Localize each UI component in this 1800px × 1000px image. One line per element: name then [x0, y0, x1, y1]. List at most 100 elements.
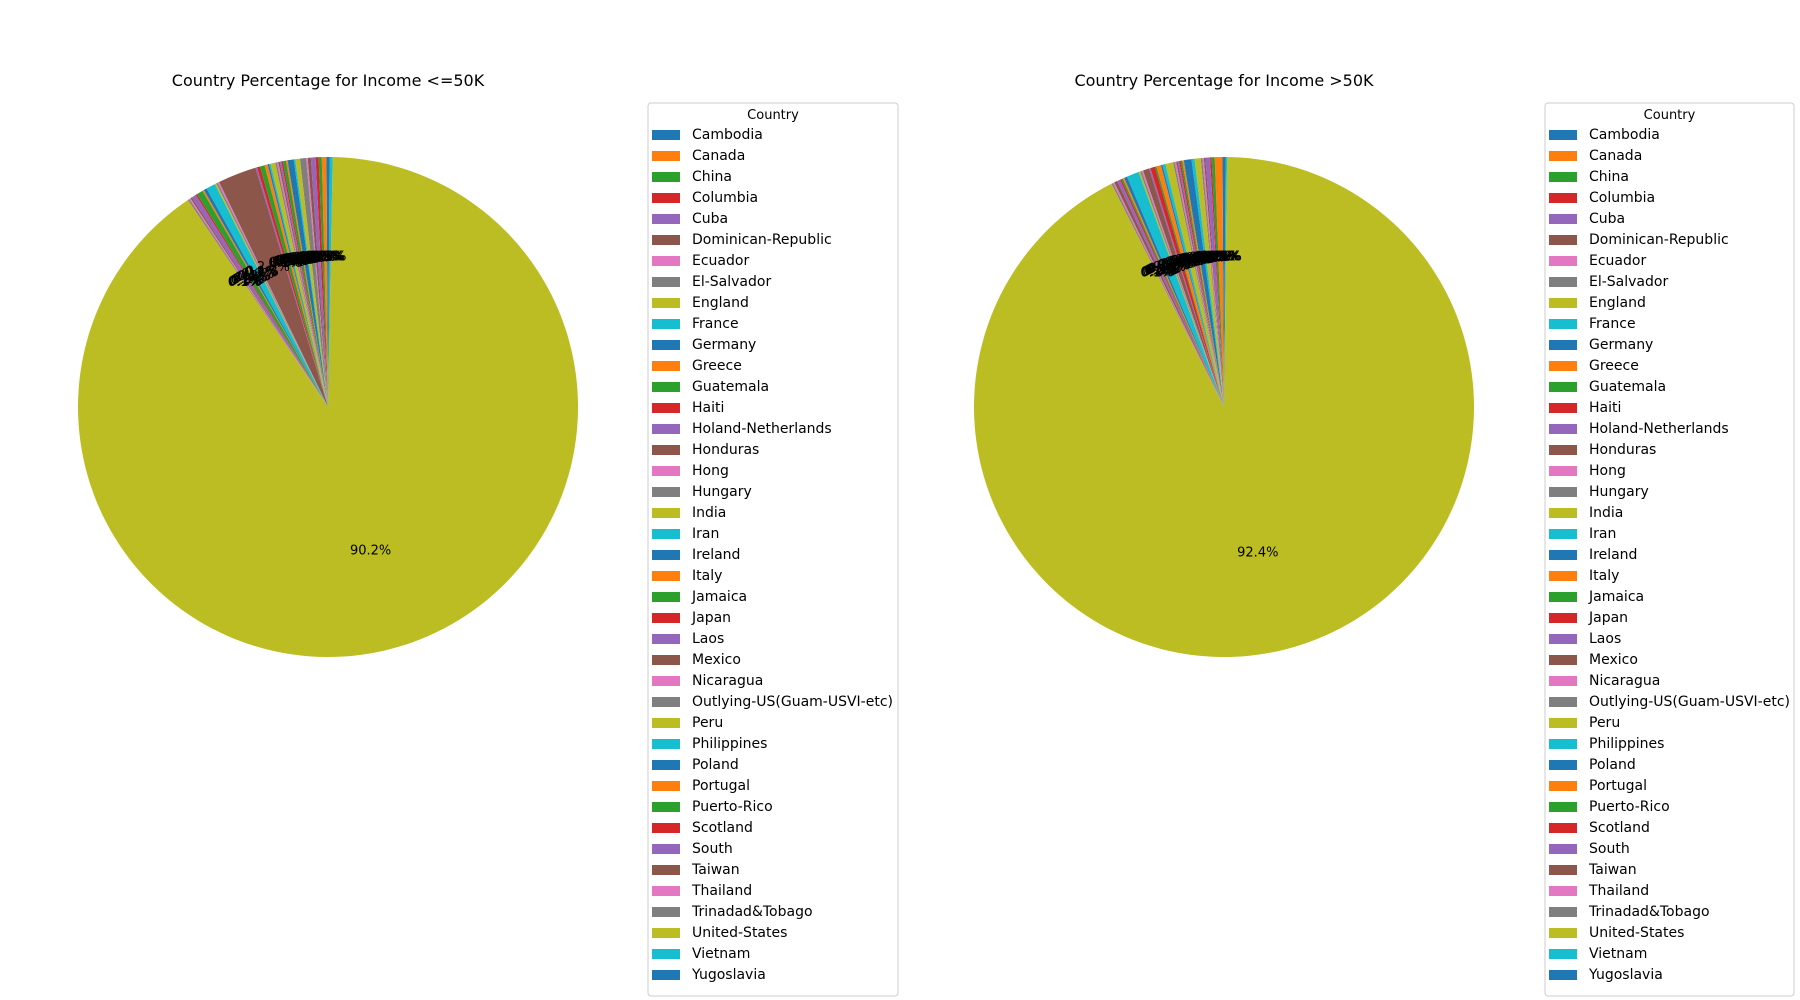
legend-label-ecuador: Ecuador: [1589, 253, 1646, 269]
legend-swatch-canada: [1549, 151, 1577, 161]
pie-slice-canada: [321, 157, 328, 407]
pie-slice-germany: [287, 159, 328, 407]
legend-swatch-cambodia: [652, 130, 680, 140]
legend-label-el-salvador: El-Salvador: [692, 274, 771, 290]
legend-swatch-honduras: [1549, 445, 1577, 455]
legend-label-outlying-us-guam-usvi-etc: Outlying-US(Guam-USVI-etc): [1589, 694, 1790, 710]
legend-label-mexico: Mexico: [1589, 652, 1638, 668]
percent-label-germany: 0.5%: [1186, 251, 1219, 266]
legend-swatch-vietnam: [1549, 949, 1577, 959]
pie-slice-italy: [1156, 165, 1224, 407]
percent-label-ecuador: 0.1%: [1195, 250, 1228, 265]
legend-swatch-canada: [652, 151, 680, 161]
legend-label-hungary: Hungary: [1589, 484, 1649, 500]
percent-label-el-salvador: 0.1%: [1194, 250, 1227, 265]
percent-label-france: 0.2%: [1189, 251, 1222, 266]
legend-swatch-laos: [652, 634, 680, 644]
percent-label-thailand: 0.1%: [229, 275, 262, 290]
percent-label-nicaragua: 0.1%: [246, 265, 279, 280]
legend-swatch-vietnam: [652, 949, 680, 959]
pie-slice-hungary: [275, 162, 328, 407]
pie-slice-ecuador: [1202, 157, 1224, 407]
legend-label-peru: Peru: [692, 715, 723, 731]
pie-slice-hong: [1174, 161, 1224, 407]
pie-slice-south: [1117, 179, 1224, 407]
percent-label-ireland: 0.1%: [1170, 254, 1203, 269]
pie-slice-england: [1194, 158, 1224, 407]
legend-label-united-states: United-States: [692, 925, 787, 941]
pie-slice-puerto-rico: [1121, 178, 1224, 407]
percent-label-taiwan: 0.1%: [229, 274, 262, 289]
legend-swatch-honduras: [652, 445, 680, 455]
legend-swatch-japan: [1549, 613, 1577, 623]
pie-slice-nicaragua: [217, 182, 328, 407]
legend-label-cuba: Cuba: [692, 211, 728, 227]
pie-slice-iran: [269, 163, 328, 407]
percent-label-italy: 0.3%: [1168, 255, 1201, 270]
legend-swatch-columbia: [652, 193, 680, 203]
percent-label-united-states: 92.4%: [1237, 546, 1278, 561]
percent-label-haiti: 0.1%: [1181, 252, 1214, 267]
percent-label-yugoslavia: 0.1%: [312, 250, 345, 265]
legend-swatch-iran: [1549, 529, 1577, 539]
pie-slice-poland: [203, 188, 328, 407]
legend-label-cuba: Cuba: [1589, 211, 1625, 227]
percent-label-poland: 0.2%: [238, 269, 271, 284]
legend-label-vietnam: Vietnam: [692, 946, 750, 962]
legend-swatch-hungary: [652, 487, 680, 497]
legend-label-iran: Iran: [1589, 526, 1616, 542]
pie-slice-japan: [1150, 166, 1224, 407]
legend-label-scotland: Scotland: [1589, 820, 1650, 836]
pie-slice-ecuador: [306, 157, 328, 407]
legend-label-jamaica: Jamaica: [1588, 589, 1644, 605]
legend-swatch-guatemala: [1549, 382, 1577, 392]
legend-swatch-taiwan: [652, 865, 680, 875]
legend-label-columbia: Columbia: [1589, 190, 1655, 206]
percent-label-columbia: 0.1%: [1200, 250, 1233, 265]
legend-label-haiti: Haiti: [1589, 400, 1621, 416]
percent-label-cuba: 0.3%: [303, 250, 336, 265]
pie-slice-thailand: [189, 198, 328, 407]
legend-label-greece: Greece: [692, 358, 742, 374]
pie-slice-dominican-republic: [1203, 157, 1224, 407]
pie-slice-laos: [255, 167, 328, 407]
legend-swatch-haiti: [652, 403, 680, 413]
legend-label-el-salvador: El-Salvador: [1589, 274, 1668, 290]
percent-label-iran: 0.1%: [277, 254, 310, 269]
legend-swatch-ireland: [652, 550, 680, 560]
legend-swatch-germany: [652, 340, 680, 350]
legend-title: Country: [1644, 108, 1696, 123]
legend-label-england: England: [692, 295, 749, 311]
legend: Country Cambodia Canada China Columbia Cuba D…: [647, 102, 899, 997]
pie-slice-cambodia: [1222, 156, 1224, 407]
percent-label-dominican-republic: 0.1%: [1196, 250, 1229, 265]
chart-title: Country Percentage for Income <=50K: [172, 71, 485, 90]
legend-title: Country: [747, 108, 799, 123]
pie-panel-income-gt-50k: Country Percentage for Income >50K 0.1%0…: [973, 71, 1795, 997]
legend-label-outlying-us-guam-usvi-etc: Outlying-US(Guam-USVI-etc): [692, 694, 893, 710]
legend-swatch-china: [652, 172, 680, 182]
pie-slice-united-states: [78, 157, 579, 657]
legend-label-scotland: Scotland: [692, 820, 753, 836]
percent-label-vietnam: 0.2%: [313, 250, 346, 265]
legend-swatch-nicaragua: [1549, 676, 1577, 686]
percent-label-portugal: 0.1%: [1147, 262, 1180, 277]
percent-label-cuba: 0.3%: [1198, 250, 1231, 265]
pie-slice-peru: [1138, 171, 1224, 407]
legend-swatch-jamaica: [652, 592, 680, 602]
percent-label-hungary: 0.1%: [280, 253, 313, 268]
percent-label-china: 0.2%: [307, 250, 340, 265]
pie-slice-guatemala: [282, 160, 328, 407]
legend-swatch-el-salvador: [652, 277, 680, 287]
legend-swatch-dominican-republic: [1549, 235, 1577, 245]
legend-swatch-china: [1549, 172, 1577, 182]
pie-slice-trinadad-tobago: [1111, 183, 1224, 407]
pie-slices: [78, 156, 579, 657]
pie-slice-columbia: [1210, 157, 1224, 407]
pie-slice-hungary: [1172, 161, 1224, 407]
pie-slice-honduras: [278, 161, 328, 407]
legend-swatch-mexico: [1549, 655, 1577, 665]
legend-label-italy: Italy: [692, 568, 722, 584]
legend-swatch-south: [652, 844, 680, 854]
legend-label-puerto-rico: Puerto-Rico: [1589, 799, 1670, 815]
